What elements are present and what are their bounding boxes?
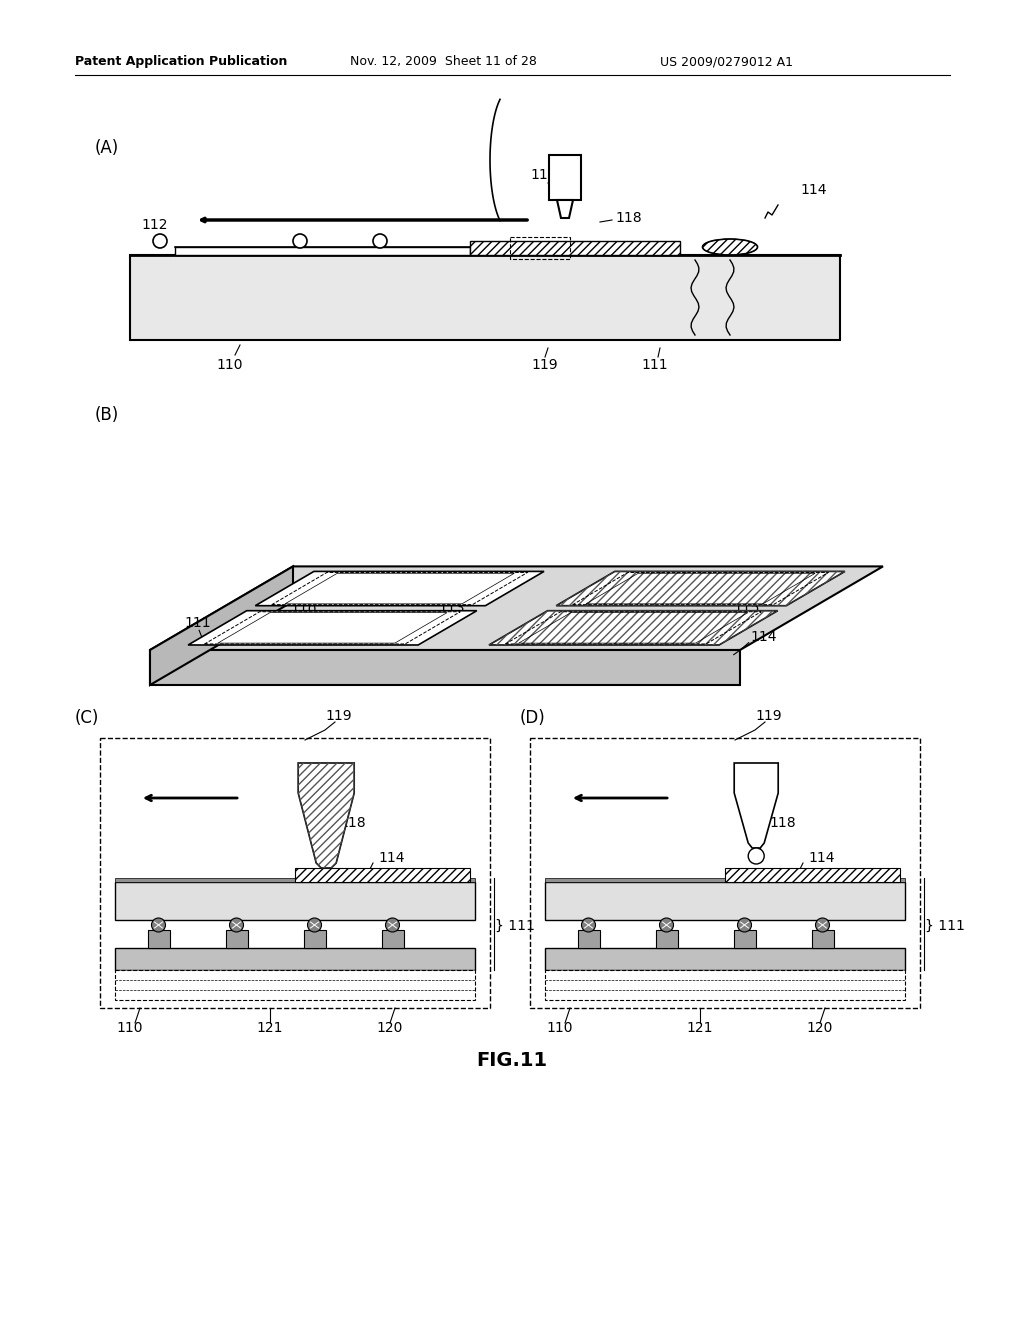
Polygon shape — [734, 763, 778, 847]
Bar — [115, 882, 475, 920]
Ellipse shape — [702, 239, 758, 255]
Text: 113: 113 — [438, 601, 465, 615]
Circle shape — [373, 234, 387, 248]
Circle shape — [749, 847, 764, 865]
Bar — [115, 878, 475, 882]
Circle shape — [307, 917, 322, 932]
Text: 110: 110 — [117, 1020, 143, 1035]
Polygon shape — [557, 201, 573, 218]
Bar — [130, 255, 840, 341]
Bar — [545, 878, 905, 882]
Circle shape — [815, 917, 829, 932]
Text: 120: 120 — [807, 1020, 834, 1035]
Circle shape — [659, 917, 674, 932]
Bar — [115, 948, 475, 970]
Circle shape — [152, 917, 166, 932]
Polygon shape — [150, 566, 883, 649]
Text: 116: 116 — [530, 168, 557, 182]
Bar — [100, 738, 490, 1008]
Text: Patent Application Publication: Patent Application Publication — [75, 55, 288, 69]
Polygon shape — [150, 566, 293, 685]
Circle shape — [293, 234, 307, 248]
Text: } 111: } 111 — [495, 919, 535, 933]
Text: 114: 114 — [808, 851, 835, 865]
Polygon shape — [298, 763, 354, 869]
Bar — [470, 242, 680, 255]
Polygon shape — [255, 572, 544, 606]
Text: (D): (D) — [520, 709, 546, 727]
Text: (C): (C) — [75, 709, 99, 727]
Text: 114: 114 — [751, 630, 777, 644]
Polygon shape — [556, 572, 845, 606]
Bar — [545, 970, 905, 1001]
Bar — [655, 931, 678, 948]
Text: (A): (A) — [95, 139, 119, 157]
Text: (B): (B) — [95, 407, 119, 424]
Text: 118: 118 — [769, 816, 796, 830]
Bar — [578, 931, 599, 948]
Text: 114: 114 — [378, 851, 404, 865]
Bar — [175, 247, 470, 255]
Text: 118: 118 — [615, 211, 642, 224]
Bar — [115, 970, 475, 1001]
Bar — [147, 931, 170, 948]
Bar — [733, 931, 756, 948]
Text: 118: 118 — [339, 816, 366, 830]
Bar — [811, 931, 834, 948]
Circle shape — [385, 917, 399, 932]
Bar — [549, 154, 581, 201]
Text: FIG.11: FIG.11 — [476, 1051, 548, 1069]
Bar — [303, 931, 326, 948]
Text: } 111: } 111 — [925, 919, 965, 933]
Text: 121: 121 — [257, 1020, 284, 1035]
Circle shape — [582, 917, 596, 932]
Polygon shape — [489, 611, 777, 645]
Text: 112: 112 — [141, 218, 168, 232]
Bar — [382, 931, 403, 948]
Bar — [510, 238, 570, 259]
Text: 120: 120 — [377, 1020, 403, 1035]
Text: Nov. 12, 2009  Sheet 11 of 28: Nov. 12, 2009 Sheet 11 of 28 — [350, 55, 537, 69]
Text: 110: 110 — [290, 603, 316, 618]
Text: 114: 114 — [800, 183, 826, 197]
Bar — [530, 738, 920, 1008]
Bar — [545, 882, 905, 920]
Text: 119: 119 — [325, 709, 351, 723]
Text: 111: 111 — [184, 616, 211, 631]
Text: US 2009/0279012 A1: US 2009/0279012 A1 — [660, 55, 793, 69]
Text: 121: 121 — [687, 1020, 714, 1035]
Polygon shape — [188, 611, 477, 645]
Circle shape — [737, 917, 752, 932]
Circle shape — [153, 234, 167, 248]
Text: 111: 111 — [642, 358, 669, 372]
Text: 115: 115 — [733, 601, 760, 615]
Text: 112: 112 — [258, 618, 284, 631]
Bar — [295, 869, 470, 882]
Bar — [225, 931, 248, 948]
Text: 110: 110 — [217, 358, 244, 372]
Text: 119: 119 — [755, 709, 781, 723]
Text: 119: 119 — [531, 358, 558, 372]
Bar — [545, 948, 905, 970]
Circle shape — [229, 917, 244, 932]
Bar — [725, 869, 900, 882]
Polygon shape — [150, 649, 740, 685]
Text: 110: 110 — [547, 1020, 573, 1035]
